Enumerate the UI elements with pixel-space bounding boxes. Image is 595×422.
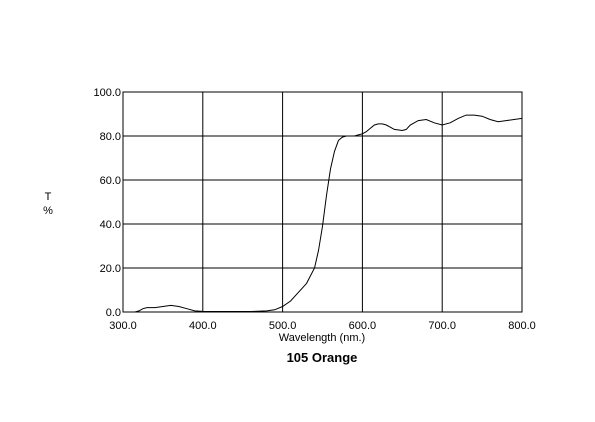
y-tick-label: 100.0 — [93, 87, 121, 99]
x-tick-label: 500.0 — [269, 320, 297, 332]
y-axis-label-t: T — [45, 191, 52, 203]
y-tick-label: 0.0 — [106, 307, 121, 319]
series-line-105-orange — [134, 114, 523, 313]
y-tick-label: 40.0 — [100, 219, 121, 231]
y-tick-label: 20.0 — [100, 263, 121, 275]
x-tick-labels: 300.0 400.0 500.0 600.0 700.0 800.0 — [109, 320, 536, 332]
y-tick-label: 80.0 — [100, 131, 121, 143]
x-axis-label: Wavelength (nm.) — [279, 332, 365, 344]
x-tick-label: 400.0 — [189, 320, 217, 332]
chart-title: 105 Orange — [287, 350, 358, 365]
y-tick-labels: 0.0 20.0 40.0 60.0 80.0 100.0 — [93, 87, 121, 319]
x-tick-label: 300.0 — [109, 320, 137, 332]
x-tick-label: 800.0 — [508, 320, 536, 332]
plot-frame — [122, 91, 523, 313]
y-tick-label: 60.0 — [100, 175, 121, 187]
y-axis-label-percent: % — [43, 205, 53, 217]
x-tick-label: 700.0 — [428, 320, 456, 332]
x-tick-label: 600.0 — [349, 320, 377, 332]
grid-lines — [122, 91, 523, 313]
